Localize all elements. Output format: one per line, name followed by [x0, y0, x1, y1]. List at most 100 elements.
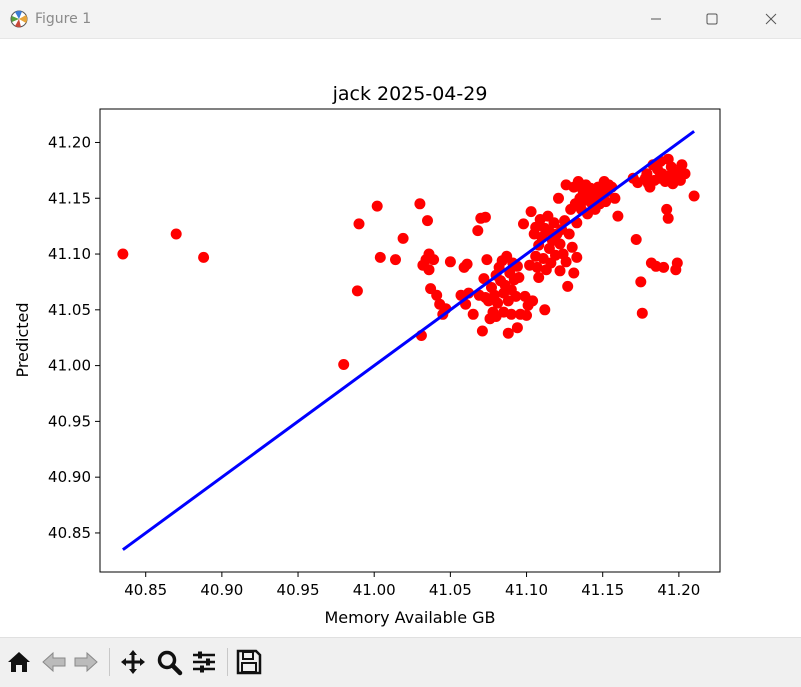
data-point — [662, 212, 674, 224]
data-point — [554, 265, 566, 277]
data-point — [533, 272, 545, 283]
y-axis-label: Predicted — [13, 302, 32, 377]
data-point — [562, 280, 574, 292]
data-point — [630, 234, 642, 245]
window-titlebar: Figure 1 — [0, 0, 801, 39]
data-point — [566, 241, 578, 253]
data-point — [511, 322, 523, 334]
home-button[interactable] — [3, 646, 35, 678]
data-point — [338, 359, 350, 370]
data-point — [472, 225, 484, 237]
data-point — [641, 168, 653, 180]
x-tick-label: 41.00 — [353, 581, 396, 599]
data-point — [553, 192, 564, 204]
pan-button[interactable] — [117, 646, 149, 678]
fit-line-layer — [122, 130, 695, 551]
home-icon — [8, 652, 30, 672]
data-point — [679, 168, 691, 180]
x-axis-label: Memory Available GB — [324, 608, 495, 627]
back-icon — [42, 651, 66, 673]
data-point — [170, 228, 182, 240]
data-point — [531, 261, 543, 273]
x-tick-label: 40.90 — [200, 581, 243, 599]
data-point — [461, 258, 473, 270]
data-point — [568, 267, 580, 279]
points-layer — [117, 153, 700, 370]
data-point — [539, 304, 551, 316]
x-tick-label: 41.05 — [429, 581, 472, 599]
close-button[interactable] — [742, 0, 800, 38]
data-point — [521, 309, 532, 321]
data-point — [476, 325, 488, 337]
figure-canvas[interactable]: jack 2025-04-29 40.85 40.90 40.95 41.00 41.0… — [0, 39, 801, 636]
x-tick-label: 41.15 — [581, 581, 624, 599]
data-point — [478, 273, 490, 285]
data-point — [431, 289, 443, 301]
data-point — [423, 264, 435, 276]
data-point — [548, 217, 560, 229]
minimize-button[interactable] — [627, 0, 685, 38]
x-axis: 40.85 40.90 40.95 41.00 41.05 41.10 41.15 41.20 — [124, 572, 700, 599]
minimize-icon — [651, 18, 661, 20]
toolbar-separator — [109, 648, 110, 676]
data-point — [502, 327, 514, 339]
data-point — [467, 308, 479, 320]
y-tick-label: 40.90 — [48, 468, 91, 486]
save-button[interactable] — [233, 646, 265, 678]
zoom-button[interactable] — [153, 646, 185, 678]
data-point — [510, 290, 522, 302]
forward-button[interactable] — [70, 646, 102, 678]
y-tick-label: 41.20 — [48, 133, 91, 151]
data-point — [671, 257, 683, 269]
close-icon — [765, 13, 777, 25]
data-point — [635, 276, 647, 288]
configure-subplots-icon — [193, 651, 215, 673]
y-tick-label: 41.15 — [48, 189, 91, 207]
data-point — [117, 248, 129, 260]
data-point — [688, 190, 700, 202]
data-point — [527, 295, 539, 307]
y-tick-label: 41.00 — [48, 357, 91, 375]
data-point — [661, 203, 673, 215]
data-point — [676, 159, 688, 171]
data-point — [563, 228, 575, 240]
forward-icon — [74, 651, 98, 673]
data-point — [414, 198, 426, 210]
fit-line — [122, 130, 695, 551]
x-tick-label: 41.20 — [657, 581, 700, 599]
data-point — [397, 232, 409, 244]
back-button[interactable] — [38, 646, 70, 678]
y-axis: 40.85 40.90 40.95 41.00 41.05 41.10 41.15 41.20 — [48, 133, 100, 542]
data-point — [636, 307, 648, 319]
data-point — [390, 254, 401, 266]
data-point — [505, 308, 517, 320]
matplotlib-icon — [9, 9, 29, 29]
y-tick-label: 41.05 — [48, 301, 91, 319]
data-point — [571, 251, 583, 263]
data-point — [351, 285, 363, 297]
axes-frame — [99, 108, 721, 573]
data-point — [658, 261, 670, 273]
data-point — [612, 210, 624, 222]
window-title: Figure 1 — [35, 11, 92, 27]
data-point — [554, 238, 566, 250]
data-point — [609, 192, 621, 204]
save-icon — [236, 649, 262, 675]
data-point — [428, 254, 440, 266]
configure-subplots-button[interactable] — [188, 646, 220, 678]
data-point — [371, 200, 383, 212]
toolbar-separator — [227, 648, 228, 676]
data-point — [525, 206, 537, 218]
data-point — [518, 218, 529, 230]
data-point — [513, 272, 525, 283]
y-tick-label: 40.95 — [48, 412, 91, 430]
maximize-icon — [706, 13, 718, 25]
data-point — [560, 256, 572, 268]
chart-title: jack 2025-04-29 — [332, 83, 488, 105]
data-point — [353, 218, 365, 230]
data-point — [422, 215, 433, 227]
x-tick-label: 40.95 — [277, 581, 320, 599]
data-point — [444, 256, 456, 268]
maximize-button[interactable] — [683, 0, 741, 38]
pan-icon — [121, 650, 145, 674]
